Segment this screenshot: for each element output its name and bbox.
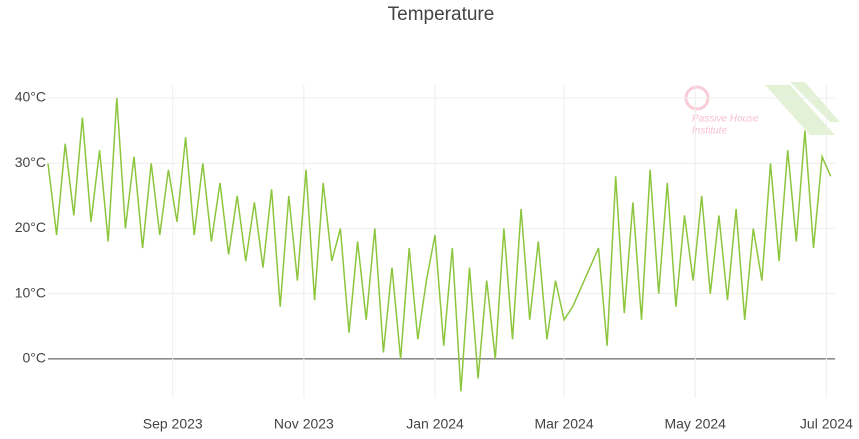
y-tick-label: 30°C: [15, 154, 46, 170]
y-tick-label: 10°C: [15, 284, 46, 300]
line: [47, 97, 832, 392]
chart-title: Temperature: [388, 4, 495, 25]
x-tick-label: Nov 2023: [274, 416, 334, 432]
x-tick-label: Mar 2024: [534, 416, 593, 432]
logo: Passive House Institute: [684, 82, 840, 137]
y-tick-label: 40°C: [15, 89, 46, 105]
x-tick-label: Jan 2024: [406, 416, 464, 432]
logo-shape: [790, 82, 840, 122]
logo-shape: [765, 85, 835, 135]
y-tick-label: 0°C: [23, 350, 47, 366]
logo-text: Passive House: [692, 114, 759, 125]
x-tick-label: May 2024: [664, 416, 726, 432]
x-tick-label: Jul 2024: [800, 416, 853, 432]
x-tick-label: Sep 2023: [143, 416, 203, 432]
logo-text: Institute: [692, 126, 727, 137]
y-tick-label: 20°C: [15, 219, 46, 235]
